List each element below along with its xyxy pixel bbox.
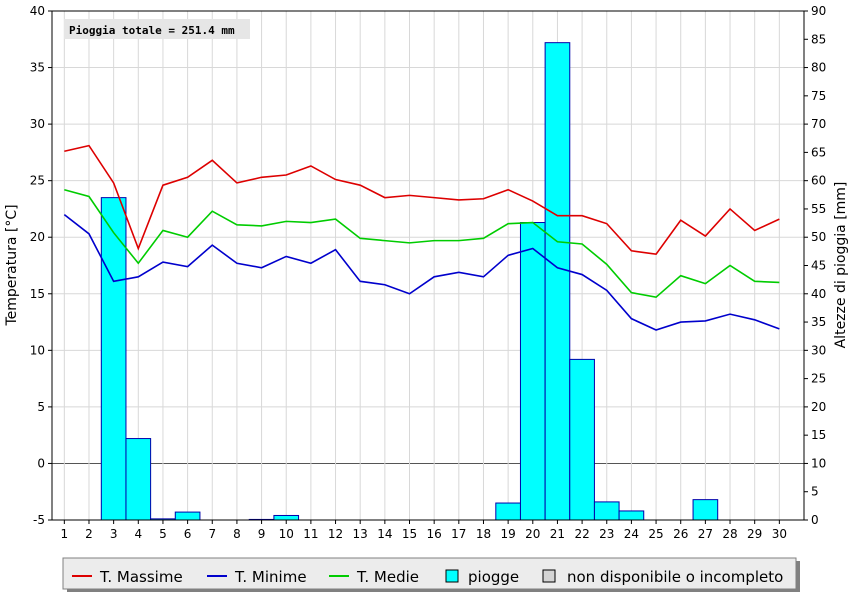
x-tick-label: 15 xyxy=(402,527,417,541)
rain-bar xyxy=(273,514,300,521)
right-tick-label: 40 xyxy=(811,287,826,301)
x-tick-label: 17 xyxy=(451,527,466,541)
right-tick-label: 75 xyxy=(811,89,826,103)
x-tick-label: 24 xyxy=(624,527,639,541)
rain-bar xyxy=(125,438,152,521)
rain-total-annotation: Pioggia totale = 251.4 mm xyxy=(69,24,235,37)
right-tick-label: 0 xyxy=(811,513,819,527)
rain-bar xyxy=(544,42,571,521)
x-tick-label: 25 xyxy=(648,527,663,541)
x-tick-label: 18 xyxy=(476,527,491,541)
axes xyxy=(48,10,808,524)
rain-bar xyxy=(519,222,546,521)
x-tick-label: 19 xyxy=(500,527,515,541)
series-line-t-massime xyxy=(64,144,780,256)
x-tick-label: 1 xyxy=(61,527,69,541)
legend-label-t-medie: T. Medie xyxy=(356,568,419,586)
legend-label-t-massime: T. Massime xyxy=(99,568,183,586)
series-line-t-minime xyxy=(63,213,780,331)
grid xyxy=(52,10,804,521)
right-tick-label: 80 xyxy=(811,61,826,75)
right-tick-label: 30 xyxy=(811,343,826,357)
temperature-lines xyxy=(63,144,780,331)
tick-labels: -505101520253035400510152025303540455055… xyxy=(30,4,827,541)
rain-bar xyxy=(692,499,719,521)
right-tick-label: 85 xyxy=(811,32,826,46)
legend-box xyxy=(62,557,797,590)
right-tick-label: 20 xyxy=(811,400,826,414)
legend-label-piogge: piogge xyxy=(468,568,519,586)
left-tick-label: 10 xyxy=(30,343,45,357)
left-tick-label: 0 xyxy=(37,456,45,470)
x-tick-label: 26 xyxy=(673,527,688,541)
legend: T. Massime T. Minime T. Medie piogge non… xyxy=(62,557,800,592)
right-tick-label: 70 xyxy=(811,117,826,131)
rain-bar xyxy=(495,502,521,521)
rain-bars xyxy=(100,42,719,521)
right-tick-label: 5 xyxy=(811,485,819,499)
right-tick-label: 15 xyxy=(811,428,826,442)
legend-label-t-minime: T. Minime xyxy=(234,568,307,586)
x-tick-label: 22 xyxy=(574,527,589,541)
legend-symbol-piogge xyxy=(445,569,459,583)
left-tick-label: 15 xyxy=(30,287,45,301)
series-line-t-medie xyxy=(64,188,780,299)
x-tick-label: 8 xyxy=(233,527,241,541)
x-tick-label: 6 xyxy=(184,527,192,541)
legend-label-non-disponibile: non disponibile o incompleto xyxy=(567,568,783,586)
legend-symbol-non-disponibile xyxy=(542,569,556,583)
x-tick-label: 27 xyxy=(698,527,713,541)
x-tick-label: 20 xyxy=(525,527,540,541)
x-tick-label: 5 xyxy=(159,527,167,541)
x-tick-label: 21 xyxy=(550,527,565,541)
rain-bar xyxy=(174,511,201,521)
left-tick-label: 20 xyxy=(30,230,45,244)
x-tick-label: 10 xyxy=(279,527,294,541)
right-tick-label: 45 xyxy=(811,259,826,273)
left-tick-label: 5 xyxy=(37,400,45,414)
right-tick-label: 55 xyxy=(811,202,826,216)
left-tick-label: 25 xyxy=(30,174,45,188)
rain-bar xyxy=(569,358,595,521)
left-tick-label: -5 xyxy=(33,513,45,527)
right-tick-label: 50 xyxy=(811,230,826,244)
left-tick-label: 30 xyxy=(30,117,45,131)
right-axis-title: Altezze di pioggia [mm] xyxy=(833,182,849,349)
x-tick-label: 29 xyxy=(747,527,762,541)
right-tick-label: 25 xyxy=(811,372,826,386)
x-tick-label: 11 xyxy=(303,527,318,541)
right-tick-label: 60 xyxy=(811,174,826,188)
plot-frame xyxy=(51,10,805,521)
x-tick-label: 3 xyxy=(110,527,118,541)
x-tick-label: 30 xyxy=(772,527,787,541)
x-tick-label: 7 xyxy=(208,527,216,541)
x-tick-label: 9 xyxy=(258,527,266,541)
left-tick-label: 35 xyxy=(30,61,45,75)
left-tick-label: 40 xyxy=(30,4,45,18)
left-axis-title: Temperatura [°C] xyxy=(4,204,20,326)
x-tick-label: 28 xyxy=(722,527,737,541)
right-tick-label: 90 xyxy=(811,4,826,18)
x-tick-label: 23 xyxy=(599,527,614,541)
rain-bar xyxy=(593,501,620,521)
x-tick-label: 13 xyxy=(353,527,368,541)
rain-bar xyxy=(618,510,645,521)
x-tick-label: 4 xyxy=(134,527,142,541)
rain-bar xyxy=(100,197,127,521)
right-tick-label: 35 xyxy=(811,315,826,329)
x-tick-label: 16 xyxy=(427,527,442,541)
x-tick-label: 2 xyxy=(85,527,93,541)
x-tick-label: 12 xyxy=(328,527,343,541)
right-tick-label: 65 xyxy=(811,145,826,159)
x-tick-label: 14 xyxy=(377,527,392,541)
annotation-box xyxy=(64,19,250,39)
right-tick-label: 10 xyxy=(811,456,826,470)
